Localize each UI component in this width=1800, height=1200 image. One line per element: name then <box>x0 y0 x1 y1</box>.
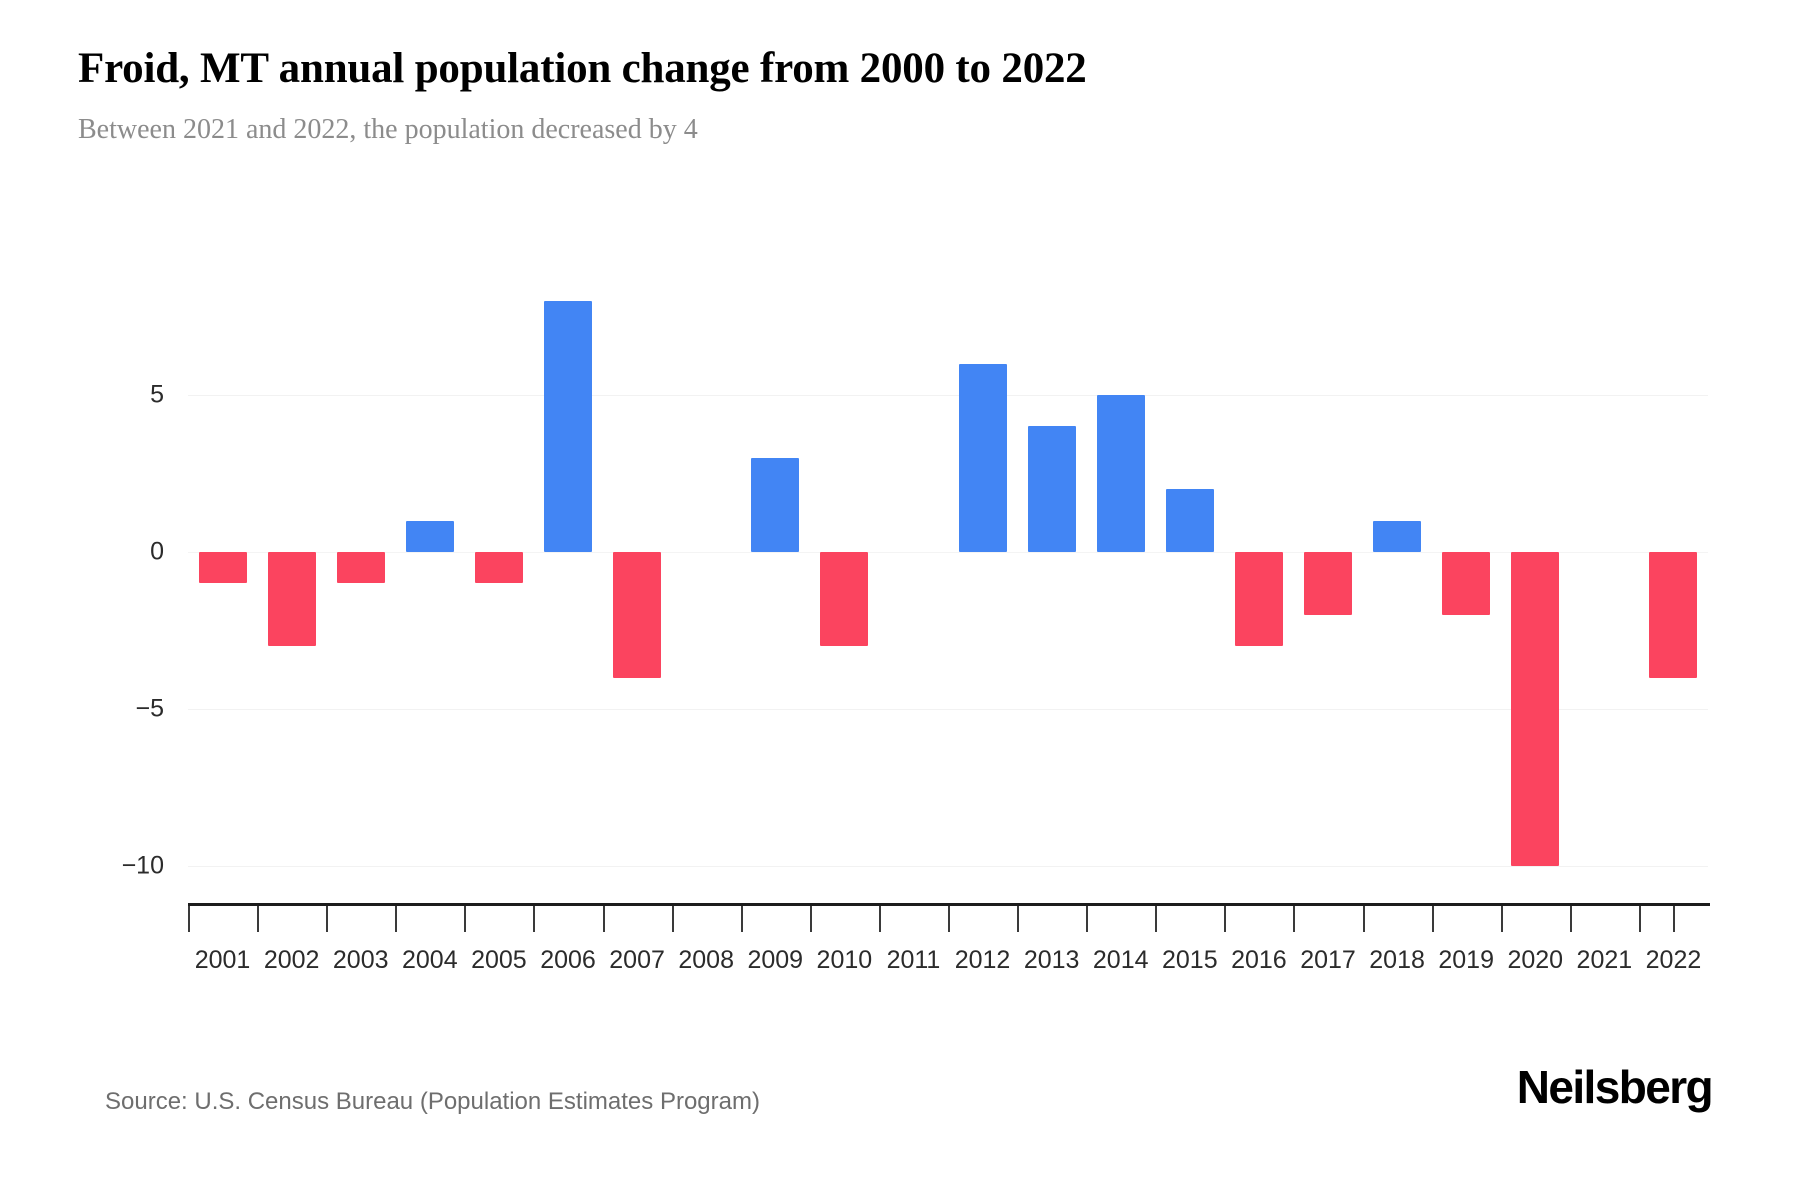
bar-2012[interactable] <box>958 363 1007 552</box>
x-axis-tick <box>602 906 605 932</box>
bar-2007[interactable] <box>613 552 662 678</box>
x-axis-tick-label: 2019 <box>1438 946 1494 974</box>
bar-2004[interactable] <box>405 520 454 552</box>
x-axis-tick-label: 2007 <box>609 946 665 974</box>
bar-2020[interactable] <box>1511 552 1560 866</box>
gridline <box>188 552 1708 553</box>
x-axis-tick-label: 2022 <box>1645 946 1702 974</box>
chart-subtitle: Between 2021 and 2022, the population de… <box>78 113 698 145</box>
x-axis-tick <box>1155 906 1158 932</box>
page-title: Froid, MT annual population change from … <box>78 45 1087 92</box>
bar-2002[interactable] <box>267 552 316 647</box>
x-axis-tick <box>395 906 398 932</box>
x-axis-tick-label: 2004 <box>402 946 458 974</box>
x-axis-tick-label: 2009 <box>747 946 804 974</box>
y-axis-tick-label: 5 <box>150 380 164 409</box>
bar-2016[interactable] <box>1234 552 1283 647</box>
gridline <box>188 709 1708 710</box>
bar-2019[interactable] <box>1442 552 1491 615</box>
x-axis-tick-label: 2006 <box>540 946 596 974</box>
x-axis-tick-label: 2003 <box>332 946 389 974</box>
x-axis-tick <box>464 906 467 932</box>
x-axis-tick <box>948 906 950 932</box>
x-axis-line <box>188 903 1710 906</box>
bar-2010[interactable] <box>820 552 869 647</box>
x-axis-tick <box>1362 906 1365 932</box>
bar-2013[interactable] <box>1027 426 1076 552</box>
bar-2006[interactable] <box>544 300 592 552</box>
x-axis-tick-label: 2012 <box>954 946 1011 974</box>
chart-header: Froid, MT annual population change from … <box>78 44 1718 146</box>
x-axis-tick-label: 2017 <box>1300 946 1356 974</box>
x-axis-tick-label: 2001 <box>194 946 251 974</box>
x-axis-tick <box>671 906 674 932</box>
x-axis-tick-label: 2016 <box>1231 946 1287 974</box>
x-axis-tick <box>326 906 329 932</box>
gridline <box>188 395 1708 396</box>
x-axis-tick <box>1293 906 1296 932</box>
x-axis-tick-label: 2011 <box>886 946 941 974</box>
x-axis-tick <box>1086 906 1089 932</box>
bar-2003[interactable] <box>336 552 385 584</box>
x-axis-tick-label: 2020 <box>1507 946 1564 974</box>
x-axis-tick-label: 2021 <box>1576 946 1633 974</box>
x-axis-tick <box>740 906 743 932</box>
y-axis-tick-label: 0 <box>150 537 164 566</box>
x-axis-tick-label: 2018 <box>1369 946 1425 974</box>
y-axis-tick-label: −10 <box>121 851 164 880</box>
x-axis-tick <box>1569 906 1572 932</box>
plot-area: 5 0 −5 −10 <box>122 250 1708 890</box>
x-axis-tick-label: 2015 <box>1162 946 1218 974</box>
bar-2001[interactable] <box>198 552 247 584</box>
x-axis-tick-label: 2014 <box>1092 946 1149 974</box>
bar-2022[interactable] <box>1649 552 1698 678</box>
bar-2014[interactable] <box>1096 395 1145 552</box>
x-axis-tick <box>1431 906 1434 932</box>
bar-2015[interactable] <box>1165 489 1214 552</box>
x-axis-tick-label: 2005 <box>471 946 527 974</box>
x-axis-tick-label: 2002 <box>263 946 320 974</box>
gridline <box>188 866 1708 867</box>
bar-2009[interactable] <box>751 457 800 552</box>
x-axis-tick <box>809 906 812 932</box>
brand-logo: Neilsberg <box>1516 1061 1714 1113</box>
x-axis-tick <box>257 906 260 932</box>
x-axis-tick-label: 2010 <box>816 946 873 974</box>
x-axis-tick <box>533 906 536 932</box>
x-axis-tick-label: 2008 <box>678 946 734 974</box>
bar-2005[interactable] <box>474 552 523 584</box>
x-axis-tick <box>1638 906 1641 932</box>
x-axis-tick <box>878 906 881 932</box>
source-note: Source: U.S. Census Bureau (Population E… <box>105 1088 760 1115</box>
x-axis-tick <box>1500 906 1503 932</box>
bar-2018[interactable] <box>1373 520 1422 552</box>
x-axis-tick <box>188 906 190 932</box>
y-axis-tick-label: −5 <box>135 694 164 723</box>
x-axis-tick <box>1017 906 1020 932</box>
x-axis-tick <box>1224 906 1227 932</box>
x-axis-tick <box>1673 906 1676 932</box>
x-axis-tick-label: 2013 <box>1023 946 1080 974</box>
bar-2017[interactable] <box>1304 552 1352 615</box>
